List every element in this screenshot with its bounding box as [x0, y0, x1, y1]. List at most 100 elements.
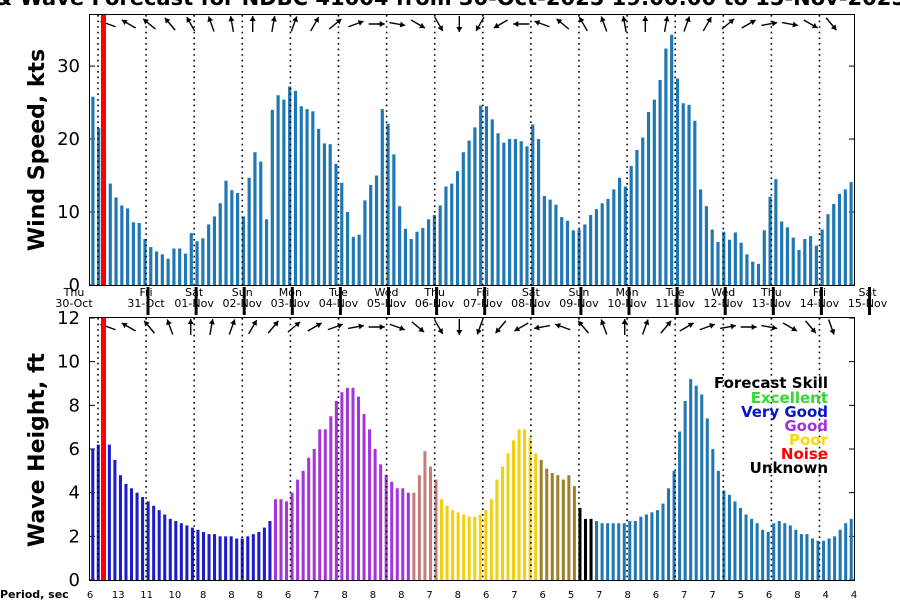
wind-bar: [218, 203, 222, 285]
legend-item: Very Good: [741, 403, 828, 421]
period-value: 7: [511, 590, 517, 600]
day-name: Sun: [232, 286, 253, 299]
day-date: 10-Nov: [607, 297, 647, 310]
wave-bar: [628, 521, 632, 580]
wave-tick-label: 2: [69, 526, 80, 547]
wave-bar: [689, 379, 693, 580]
wave-bars: [91, 379, 853, 580]
wind-bar: [398, 206, 402, 285]
wind-bar: [473, 127, 477, 285]
wind-arrow-icon: [142, 18, 156, 30]
wind-bar: [247, 177, 251, 285]
wave-arrow-icon: [641, 319, 650, 335]
wave-bar: [323, 429, 327, 580]
wind-bar: [751, 261, 755, 285]
wind-bar: [131, 222, 135, 285]
wave-bar: [534, 453, 538, 580]
wind-bar: [201, 238, 205, 285]
wind-bar: [374, 175, 379, 285]
day-date: 11-Nov: [655, 297, 695, 310]
wave-bar: [146, 501, 150, 580]
wave-bar: [168, 518, 172, 580]
day-date: 07-Nov: [463, 297, 503, 310]
wind-bar: [606, 198, 610, 285]
wave-bar: [545, 468, 549, 580]
wave-bar: [213, 534, 217, 580]
day-name: Mon: [615, 286, 638, 299]
wind-bar: [143, 239, 147, 285]
wind-bar: [270, 109, 274, 285]
wind-bar: [646, 112, 651, 285]
day-name: Sun: [568, 286, 589, 299]
wind-arrow-icon: [803, 19, 818, 29]
wave-bar: [727, 494, 731, 580]
wind-bar: [299, 106, 303, 285]
wind-arrow-icon: [368, 21, 385, 27]
wind-bar: [386, 123, 390, 285]
wave-bar: [512, 440, 516, 580]
wave-bar: [390, 481, 394, 580]
wind-bar: [525, 146, 529, 285]
wind-tick-label: 20: [57, 129, 80, 150]
day-date: 06-Nov: [415, 297, 455, 310]
wave-bar: [235, 538, 239, 580]
wind-bar: [450, 183, 454, 285]
wind-bar: [479, 105, 483, 286]
wind-arrow-icon: [721, 18, 735, 30]
wind-arrow-icon: [456, 16, 463, 32]
period-value: 7: [709, 590, 715, 600]
wind-bar: [710, 229, 714, 285]
wave-plot-frame: [89, 317, 855, 581]
wave-arrow-icon: [782, 322, 798, 332]
day-divider: [290, 287, 294, 315]
wave-bar: [218, 536, 222, 580]
wave-arrow-icon: [827, 319, 836, 335]
wind-bar: [224, 180, 228, 285]
wave-bar: [700, 394, 704, 580]
wind-bar: [126, 208, 130, 285]
day-name: Sat: [859, 286, 878, 299]
wave-tick-label: 6: [69, 439, 80, 460]
wave-bar: [96, 444, 100, 580]
period-label: Period, sec: [0, 588, 69, 600]
wind-bar: [739, 242, 743, 285]
wave-bar: [539, 459, 543, 580]
period-value: 4: [823, 590, 829, 600]
wave-bar: [583, 518, 588, 580]
day-name: Thu: [423, 286, 445, 299]
day-name: Wed: [375, 286, 399, 299]
day-date: 08-Nov: [511, 297, 551, 310]
wind-bar: [583, 224, 587, 285]
wind-bar: [693, 120, 697, 285]
wind-bar: [212, 216, 217, 285]
wind-bar: [438, 205, 442, 285]
wave-bar: [273, 499, 277, 580]
wind-bar: [681, 103, 685, 285]
wave-bar: [440, 499, 444, 580]
wind-bar: [357, 234, 361, 285]
wave-bar: [362, 414, 366, 580]
wave-bar: [805, 534, 809, 580]
wave-bar: [307, 457, 311, 580]
wind-bar: [560, 217, 564, 285]
wave-arrow-icon: [187, 319, 194, 335]
wave-bar: [246, 536, 250, 580]
wave-arrow-icon: [554, 323, 571, 331]
wind-bar: [791, 237, 795, 285]
wave-bar: [589, 518, 593, 580]
wave-bar: [567, 475, 571, 580]
period-value: 6: [285, 590, 291, 600]
wave-bar: [766, 531, 770, 580]
wave-arrow-icon: [740, 324, 757, 330]
wave-arrow-icon: [434, 319, 444, 335]
wind-bar: [149, 247, 153, 285]
wind-arrow-icon: [270, 15, 277, 33]
wind-bar: [461, 152, 465, 285]
wave-bar: [561, 479, 565, 580]
wind-y-ticks: 0 10 20 30: [57, 56, 854, 296]
wave-arrow-icon: [476, 319, 484, 335]
wind-bar: [687, 104, 691, 285]
wave-bar: [716, 470, 720, 580]
wind-bar: [699, 189, 703, 285]
period-value: 8: [624, 590, 630, 600]
